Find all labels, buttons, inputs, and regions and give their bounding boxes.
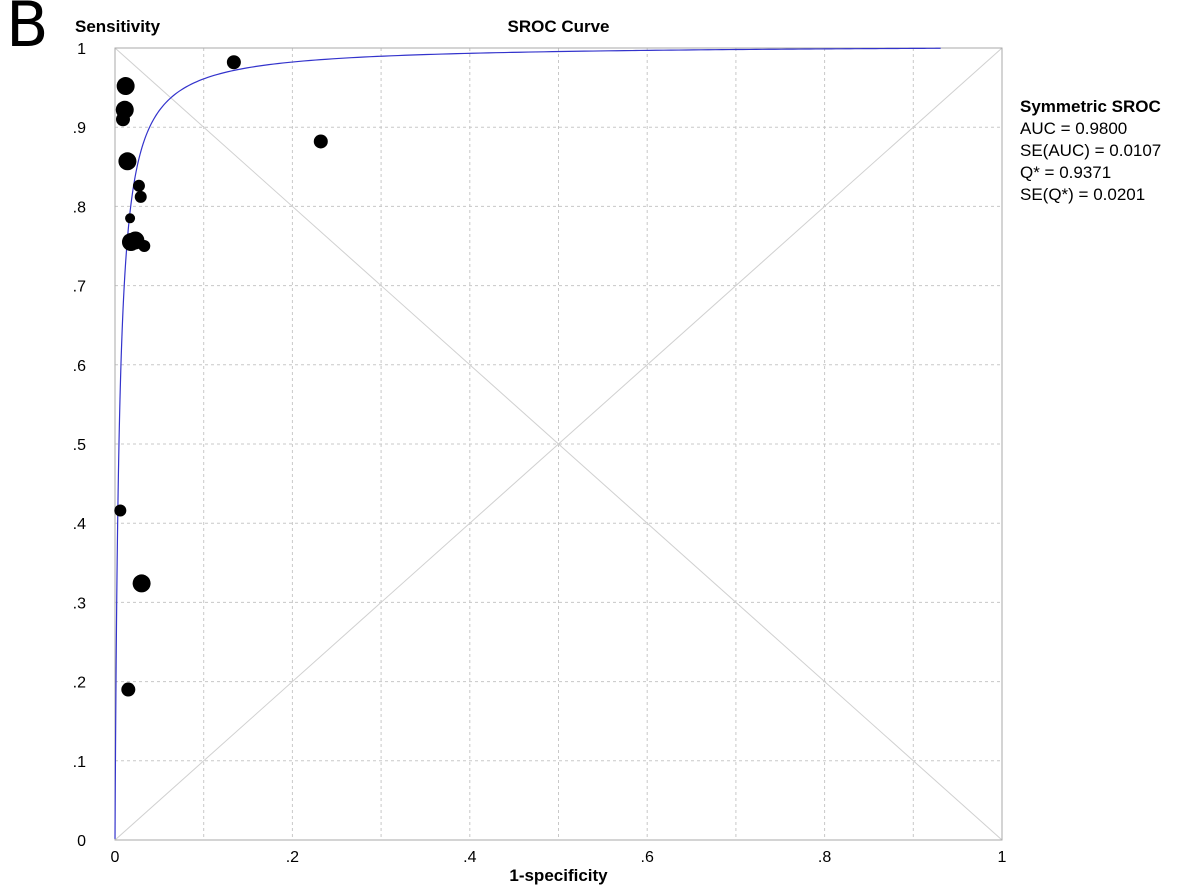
x-axis-label: 1-specificity (509, 866, 608, 885)
y-tick-label: .1 (73, 754, 86, 771)
study-point (125, 213, 136, 224)
x-tick-label: 1 (998, 849, 1007, 866)
study-point (114, 504, 127, 517)
chart-title: SROC Curve (507, 17, 609, 36)
sroc-curve (114, 47, 941, 839)
y-tick-label: .5 (73, 437, 86, 454)
y-tick-label: .8 (73, 199, 86, 216)
plot-frame (114, 47, 1003, 841)
study-point (115, 112, 130, 127)
study-point (116, 77, 135, 96)
y-tick-label: .6 (73, 358, 86, 375)
x-tick-label: .8 (818, 849, 831, 866)
study-point (226, 55, 241, 70)
study-point (132, 179, 145, 192)
x-tick-label: .6 (641, 849, 654, 866)
panel-label: B (6, 0, 49, 61)
reference-diagonals (114, 47, 1003, 841)
study-point (118, 152, 137, 171)
x-tick-label: .4 (463, 849, 476, 866)
study-point (313, 134, 328, 149)
y-tick-label: .9 (73, 120, 86, 137)
legend-q-star: Q* = 0.9371 (1020, 163, 1112, 182)
x-tick-label: 0 (111, 849, 120, 866)
y-tick-label: 0 (77, 833, 86, 850)
y-axis-label: Sensitivity (75, 17, 161, 36)
study-point (138, 240, 151, 252)
axis-ticks: 0 .2 .4 .6 .8 1 0 .1 .2 .3 .4 .5 .6 .7 .8 .9 1 (73, 41, 1007, 866)
y-tick-label: .3 (73, 595, 86, 612)
y-tick-label: 1 (77, 41, 86, 58)
anti-diagonal-line (114, 47, 1003, 841)
y-tick-label: .4 (73, 516, 86, 533)
legend-se-auc: SE(AUC) = 0.0107 (1020, 141, 1162, 160)
x-tick-label: .2 (286, 849, 299, 866)
sroc-legend: Symmetric SROC AUC = 0.9800 SE(AUC) = 0.… (1020, 96, 1161, 206)
study-point (134, 190, 147, 203)
study-points (114, 55, 328, 697)
grid (115, 48, 1002, 840)
legend-title: Symmetric SROC (1020, 97, 1161, 116)
study-point (121, 682, 136, 697)
study-point (132, 574, 151, 593)
legend-se-q-star: SE(Q*) = 0.0201 (1020, 185, 1146, 204)
y-tick-label: .7 (73, 279, 86, 296)
y-tick-label: .2 (73, 675, 86, 692)
legend-auc: AUC = 0.9800 (1020, 119, 1128, 138)
